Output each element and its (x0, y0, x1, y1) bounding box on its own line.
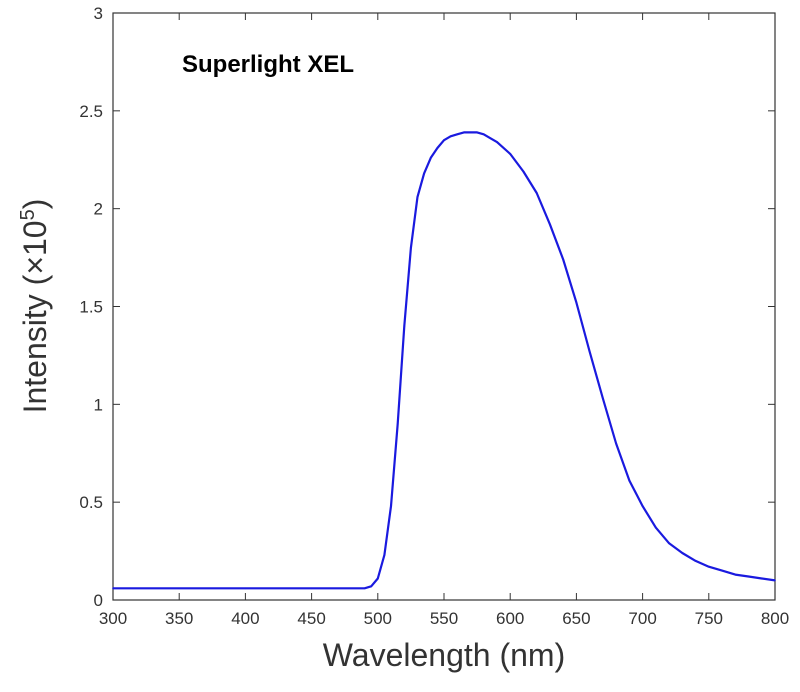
series-points (112, 131, 776, 590)
y-axis-title-main: Intensity (×10 (17, 220, 53, 413)
y-tick-label: 2.5 (79, 102, 103, 121)
y-tick-label: 1.5 (79, 298, 103, 317)
data-point (112, 587, 114, 590)
data-point (734, 573, 737, 576)
x-tick-label: 700 (628, 609, 656, 628)
data-point (463, 131, 465, 134)
data-point (489, 137, 492, 139)
y-tick-label: 3 (94, 4, 103, 23)
data-point (310, 587, 313, 590)
y-axis-title-exponent: 5 (17, 209, 39, 220)
data-point (390, 505, 392, 507)
y-axis-title-suffix: ) (17, 199, 53, 210)
data-point (436, 147, 439, 149)
data-point (774, 579, 776, 582)
data-point (244, 587, 247, 590)
data-point (363, 587, 366, 590)
data-point (449, 135, 452, 138)
x-tick-label: 300 (99, 609, 127, 628)
data-point (430, 157, 432, 159)
y-tick-label: 0 (94, 591, 103, 610)
x-tick-label: 600 (496, 609, 524, 628)
data-point (178, 587, 180, 590)
data-point (747, 575, 750, 578)
x-tick-label: 550 (430, 609, 458, 628)
data-point (761, 577, 763, 580)
data-point (456, 133, 459, 136)
series-line (113, 131, 776, 590)
data-point (509, 153, 512, 155)
data-point (655, 526, 657, 529)
y-tick-label: 0.5 (79, 493, 103, 512)
data-point (370, 585, 373, 588)
y-tick-label: 1 (94, 395, 103, 414)
x-tick-label: 750 (695, 609, 723, 628)
data-point (615, 442, 617, 445)
x-tick-label: 800 (761, 609, 789, 628)
data-point (423, 172, 425, 175)
x-tick-label: 500 (364, 609, 392, 628)
data-point (641, 505, 644, 507)
data-point (469, 131, 472, 134)
data-point (694, 560, 697, 562)
data-point (443, 139, 445, 141)
data-point (383, 554, 386, 556)
y-axis-ticks: 0 0.5 1 1.5 2 2.5 3 (79, 4, 775, 610)
x-axis-title: Wavelength (nm) (323, 637, 565, 673)
y-tick-label: 2 (94, 200, 103, 219)
y-axis-title: Intensity (×105) (17, 199, 53, 414)
data-point (396, 423, 399, 425)
data-point (562, 258, 564, 261)
data-point (708, 565, 710, 568)
data-point (482, 133, 485, 136)
x-tick-label: 400 (231, 609, 259, 628)
x-axis-ticks: 300 350 400 450 500 550 600 650 700 750 800 (99, 13, 789, 628)
data-point (681, 552, 684, 554)
data-point (575, 301, 578, 304)
data-point (549, 223, 551, 226)
data-point (476, 131, 478, 134)
plot-frame (112, 12, 776, 601)
data-point (535, 192, 538, 194)
data-point (377, 577, 379, 580)
data-point (410, 247, 412, 249)
data-point (496, 141, 498, 143)
x-tick-label: 450 (297, 609, 325, 628)
data-point (588, 350, 591, 353)
data-point (522, 170, 525, 173)
data-point (416, 196, 419, 198)
x-tick-label: 650 (562, 609, 590, 628)
data-point (403, 325, 406, 327)
data-point (721, 569, 723, 572)
data-point (602, 397, 604, 400)
x-tick-label: 350 (165, 609, 193, 628)
chart-title: Superlight XEL (182, 51, 354, 78)
data-point (628, 479, 631, 482)
data-point (668, 542, 670, 545)
